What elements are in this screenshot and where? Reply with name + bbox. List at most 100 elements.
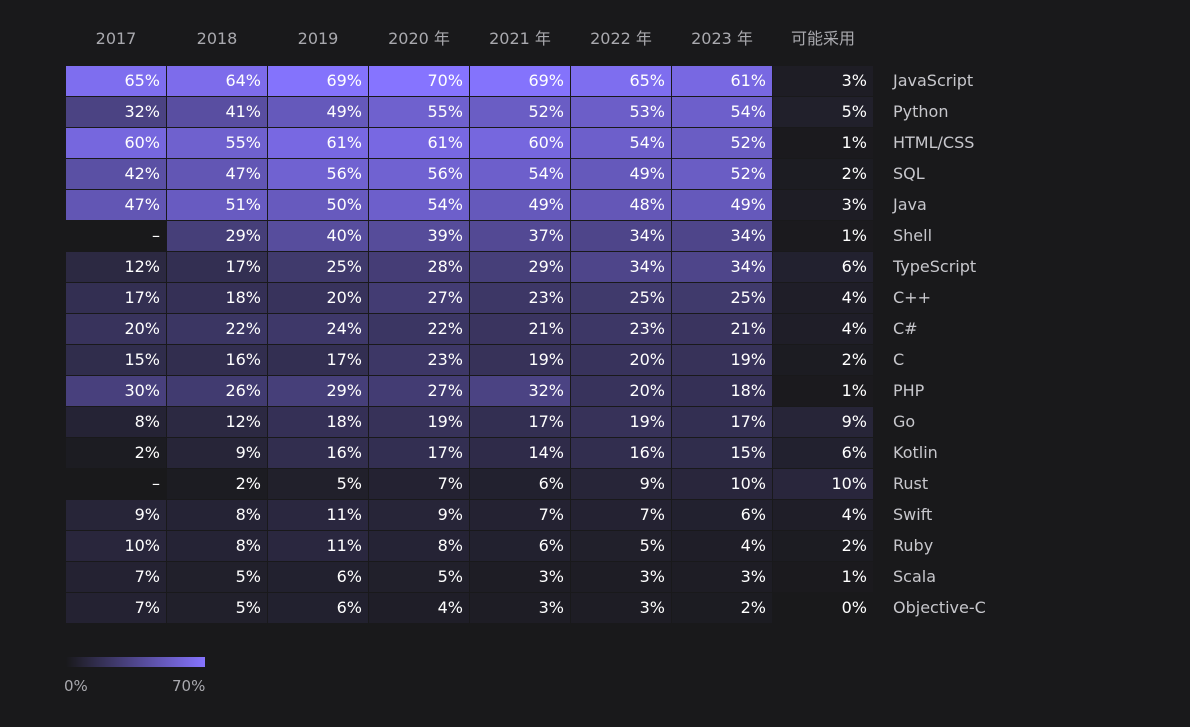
heatmap-cell: 3% bbox=[571, 562, 671, 592]
row-label: Shell bbox=[893, 226, 933, 245]
heatmap-cell: 15% bbox=[66, 345, 166, 375]
heatmap-cell: 2% bbox=[773, 345, 873, 375]
heatmap-cell: 3% bbox=[672, 562, 772, 592]
heatmap-cell: 5% bbox=[167, 593, 267, 623]
heatmap-cell: 6% bbox=[470, 469, 570, 499]
heatmap-cell: 3% bbox=[571, 593, 671, 623]
heatmap-cell: 6% bbox=[268, 562, 368, 592]
heatmap-cell: 34% bbox=[672, 221, 772, 251]
heatmap-cell: 39% bbox=[369, 221, 469, 251]
column-header: 2018 bbox=[196, 29, 238, 48]
heatmap-cell: 19% bbox=[470, 345, 570, 375]
heatmap-cell: 34% bbox=[571, 221, 671, 251]
heatmap-cell: 9% bbox=[773, 407, 873, 437]
heatmap-cell: 54% bbox=[672, 97, 772, 127]
heatmap-cell: 49% bbox=[470, 190, 570, 220]
heatmap-cell: 41% bbox=[167, 97, 267, 127]
heatmap-cell: 16% bbox=[268, 438, 368, 468]
heatmap-cell: 17% bbox=[470, 407, 570, 437]
row-label: C# bbox=[893, 319, 918, 338]
heatmap-cell: 19% bbox=[369, 407, 469, 437]
heatmap-cell: 6% bbox=[672, 500, 772, 530]
heatmap-cell: 20% bbox=[571, 345, 671, 375]
heatmap-cell: 7% bbox=[369, 469, 469, 499]
heatmap-cell: 61% bbox=[369, 128, 469, 158]
row-label: C bbox=[893, 350, 905, 369]
heatmap-cell: 10% bbox=[672, 469, 772, 499]
heatmap-cell: 32% bbox=[66, 97, 166, 127]
heatmap-cell: 0% bbox=[773, 593, 873, 623]
heatmap-cell: 14% bbox=[470, 438, 570, 468]
heatmap-cell: 8% bbox=[66, 407, 166, 437]
heatmap-cell: 27% bbox=[369, 376, 469, 406]
heatmap-cell: 6% bbox=[773, 252, 873, 282]
heatmap-cell: 61% bbox=[268, 128, 368, 158]
heatmap-cell: 54% bbox=[571, 128, 671, 158]
heatmap-cell: 17% bbox=[369, 438, 469, 468]
heatmap-cell: 5% bbox=[167, 562, 267, 592]
heatmap-cell: 19% bbox=[571, 407, 671, 437]
heatmap-cell: 17% bbox=[167, 252, 267, 282]
heatmap-cell: 30% bbox=[66, 376, 166, 406]
heatmap-cell: 18% bbox=[268, 407, 368, 437]
heatmap-cell: 22% bbox=[369, 314, 469, 344]
row-label: Rust bbox=[893, 474, 929, 493]
column-header: 2020 年 bbox=[388, 29, 450, 48]
heatmap-cell: 23% bbox=[470, 283, 570, 313]
heatmap-cell: 16% bbox=[571, 438, 671, 468]
heatmap-cell: 1% bbox=[773, 221, 873, 251]
color-scale-legend bbox=[66, 657, 205, 667]
heatmap-cell: 70% bbox=[369, 66, 469, 96]
row-label: Ruby bbox=[893, 536, 934, 555]
heatmap-cell: 53% bbox=[571, 97, 671, 127]
heatmap-cell: 16% bbox=[167, 345, 267, 375]
heatmap-cell: 29% bbox=[470, 252, 570, 282]
row-label: Java bbox=[893, 195, 927, 214]
row-label: Objective-C bbox=[893, 598, 986, 617]
heatmap-cell: 64% bbox=[167, 66, 267, 96]
heatmap-cell: 47% bbox=[167, 159, 267, 189]
heatmap-cell: 49% bbox=[571, 159, 671, 189]
heatmap-cell: 19% bbox=[672, 345, 772, 375]
heatmap-cell: 8% bbox=[369, 531, 469, 561]
heatmap-cell: 3% bbox=[470, 562, 570, 592]
heatmap-cell: 1% bbox=[773, 128, 873, 158]
heatmap-cell: 2% bbox=[773, 159, 873, 189]
heatmap-cell: 32% bbox=[470, 376, 570, 406]
row-label: SQL bbox=[893, 164, 925, 183]
heatmap-cell: 26% bbox=[167, 376, 267, 406]
heatmap-cell: 5% bbox=[369, 562, 469, 592]
heatmap-cell: 1% bbox=[773, 562, 873, 592]
heatmap-cell: 42% bbox=[66, 159, 166, 189]
heatmap-cell: 21% bbox=[672, 314, 772, 344]
heatmap-cell: 10% bbox=[773, 469, 873, 499]
heatmap-cell: 56% bbox=[369, 159, 469, 189]
heatmap-cell: – bbox=[66, 221, 166, 251]
legend-min-label: 0% bbox=[64, 677, 88, 695]
heatmap-cell: 5% bbox=[773, 97, 873, 127]
heatmap-cell: 12% bbox=[167, 407, 267, 437]
row-label: TypeScript bbox=[893, 257, 977, 276]
heatmap-cell: 49% bbox=[672, 190, 772, 220]
heatmap-cell: 5% bbox=[268, 469, 368, 499]
heatmap-cell: 65% bbox=[66, 66, 166, 96]
heatmap-cell: 5% bbox=[571, 531, 671, 561]
heatmap-cell: 27% bbox=[369, 283, 469, 313]
heatmap-cell: 50% bbox=[268, 190, 368, 220]
heatmap-cell: 4% bbox=[672, 531, 772, 561]
heatmap-cell: 69% bbox=[268, 66, 368, 96]
heatmap-cell: 48% bbox=[571, 190, 671, 220]
row-label: JavaScript bbox=[893, 71, 974, 90]
heatmap-cell: 18% bbox=[167, 283, 267, 313]
heatmap-cell: 2% bbox=[773, 531, 873, 561]
heatmap-cell: 9% bbox=[167, 438, 267, 468]
heatmap-cell: 55% bbox=[167, 128, 267, 158]
heatmap-cell: 22% bbox=[167, 314, 267, 344]
heatmap-cell: 7% bbox=[66, 593, 166, 623]
heatmap-cell: 17% bbox=[268, 345, 368, 375]
heatmap-cell: 47% bbox=[66, 190, 166, 220]
heatmap-cell: 54% bbox=[369, 190, 469, 220]
heatmap-cell: 60% bbox=[66, 128, 166, 158]
row-label: PHP bbox=[893, 381, 925, 400]
column-header: 可能采用 bbox=[790, 29, 855, 48]
